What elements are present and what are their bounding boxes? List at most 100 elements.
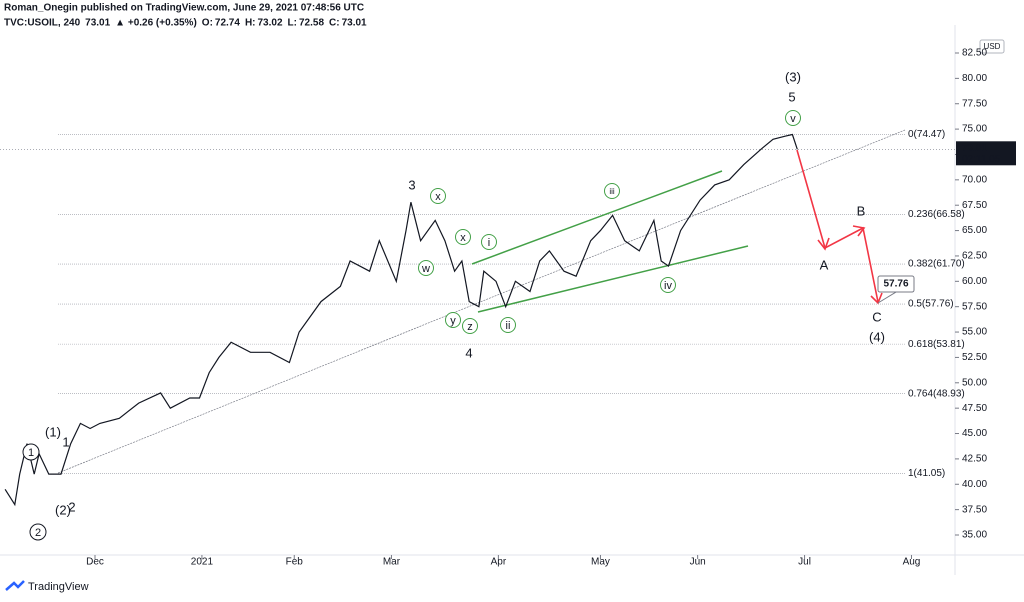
symbol: TVC:USOIL, 240 [4, 18, 81, 29]
wave-label: 2 [35, 527, 41, 539]
ohlc-label: H: [245, 18, 256, 29]
change: ▲ +0.26 (+0.35%) [115, 18, 197, 29]
channel-upper [471, 170, 723, 265]
fib-label: 0.618(53.81) [908, 339, 965, 350]
trend-line [57, 129, 906, 474]
y-tick-label: 60.00 [962, 276, 987, 287]
wave-label: 2 [68, 499, 75, 514]
y-tick-label: 50.00 [962, 377, 987, 388]
wave-circle [445, 312, 461, 328]
wave-label: x [435, 191, 441, 203]
fib-label: 0.382(61.70) [908, 259, 965, 270]
wave-circle [462, 318, 478, 334]
wave-label: i [488, 237, 490, 249]
wave-label: 1 [28, 447, 34, 459]
y-tick-label: 62.50 [962, 251, 987, 262]
wave-label: (1) [45, 424, 61, 439]
logo: TradingView [5, 580, 89, 593]
ohlc-label: O: [202, 18, 213, 29]
fib-label: 0.764(48.93) [908, 388, 965, 399]
last-price-label: 73.01 [962, 143, 987, 154]
y-tick-label: 57.50 [962, 301, 987, 312]
wave-label: 4 [465, 345, 472, 360]
wave-circle [430, 188, 446, 204]
target-label: 57.76 [883, 279, 908, 290]
wave-label: 1 [62, 434, 69, 449]
ohlc-label: C: [329, 18, 340, 29]
wave-label: (3) [785, 69, 801, 84]
projection [796, 149, 879, 303]
ohlc-label: L: [288, 18, 297, 29]
last-price-badge [956, 141, 1016, 166]
last-price: 73.01 [85, 18, 110, 29]
symbol-line: TVC:USOIL, 240 73.01 ▲ +0.26 (+0.35%) O: 72.… [4, 18, 367, 29]
price-line [4, 133, 798, 507]
y-tick-label: 52.50 [962, 352, 987, 363]
y-tick-label: 55.00 [962, 327, 987, 338]
y-tick-label: 45.00 [962, 428, 987, 439]
wave-circle [660, 277, 676, 293]
y-tick-label: 47.50 [962, 403, 987, 414]
ohlc-value: 72.74 [215, 18, 240, 29]
wave-label: (2) [55, 502, 71, 517]
wave-label: A [820, 257, 829, 272]
y-tick-label: 35.00 [962, 530, 987, 541]
publisher: Roman_Onegin published on TradingView.co… [4, 3, 364, 14]
y-tick-label: 37.50 [962, 504, 987, 515]
y-tick-label: 77.50 [962, 98, 987, 109]
ohlc-value: 72.58 [299, 18, 324, 29]
countdown: 02:11:05 [962, 154, 1001, 165]
wave-label: iii [609, 187, 615, 196]
wave-label: ii [506, 320, 511, 332]
wave-circle [481, 234, 497, 250]
wave-circle [604, 183, 620, 199]
fib-label: 0.5(57.76) [908, 299, 954, 310]
wave-label: (4) [869, 329, 885, 344]
channel-lower [477, 245, 749, 313]
fib-label: 1(41.05) [908, 468, 945, 479]
wave-circle [22, 443, 40, 461]
x-tick-label: Apr [491, 557, 507, 568]
y-tick-label: 80.00 [962, 73, 987, 84]
x-tick-label: Aug [903, 557, 921, 568]
wave-circle [29, 523, 47, 541]
y-tick-label: 75.00 [962, 124, 987, 135]
y-tick-label: 67.50 [962, 200, 987, 211]
wave-circle [418, 260, 434, 276]
wave-label: 3 [408, 177, 415, 192]
brand: TradingView [28, 581, 89, 593]
y-tick-label: 65.00 [962, 225, 987, 236]
ohlc-value: 73.02 [258, 18, 283, 29]
target-pointer [877, 291, 897, 304]
ohlc-value: 73.01 [342, 18, 367, 29]
x-tick-label: May [591, 557, 610, 568]
wave-label: v [790, 113, 796, 125]
x-tick-label: Jun [690, 557, 706, 568]
wave-label: w [421, 263, 430, 275]
wave-label: 5 [788, 89, 795, 104]
fib-label: 0(74.47) [908, 129, 945, 140]
wave-label: iv [664, 280, 672, 292]
x-tick-label: Feb [286, 557, 304, 568]
wave-circle [785, 110, 801, 126]
wave-circle [455, 229, 471, 245]
y-tick-label: 40.00 [962, 479, 987, 490]
y-tick-label: 82.50 [962, 48, 987, 59]
wave-label: x [460, 232, 466, 244]
wave-label: B [857, 203, 866, 218]
wave-label: C [872, 309, 881, 324]
x-tick-label: Mar [383, 557, 401, 568]
currency: USD [984, 42, 1001, 51]
currency-box [979, 39, 1005, 54]
y-tick-label: 42.50 [962, 454, 987, 465]
y-tick-label: 70.00 [962, 174, 987, 185]
x-tick-label: Jul [798, 557, 811, 568]
x-tick-label: Dec [86, 557, 104, 568]
fib-label: 0.236(66.58) [908, 209, 965, 220]
wave-circle [500, 317, 516, 333]
wave-label: z [467, 321, 473, 333]
wave-label: y [450, 315, 456, 327]
x-tick-label: 2021 [191, 557, 214, 568]
